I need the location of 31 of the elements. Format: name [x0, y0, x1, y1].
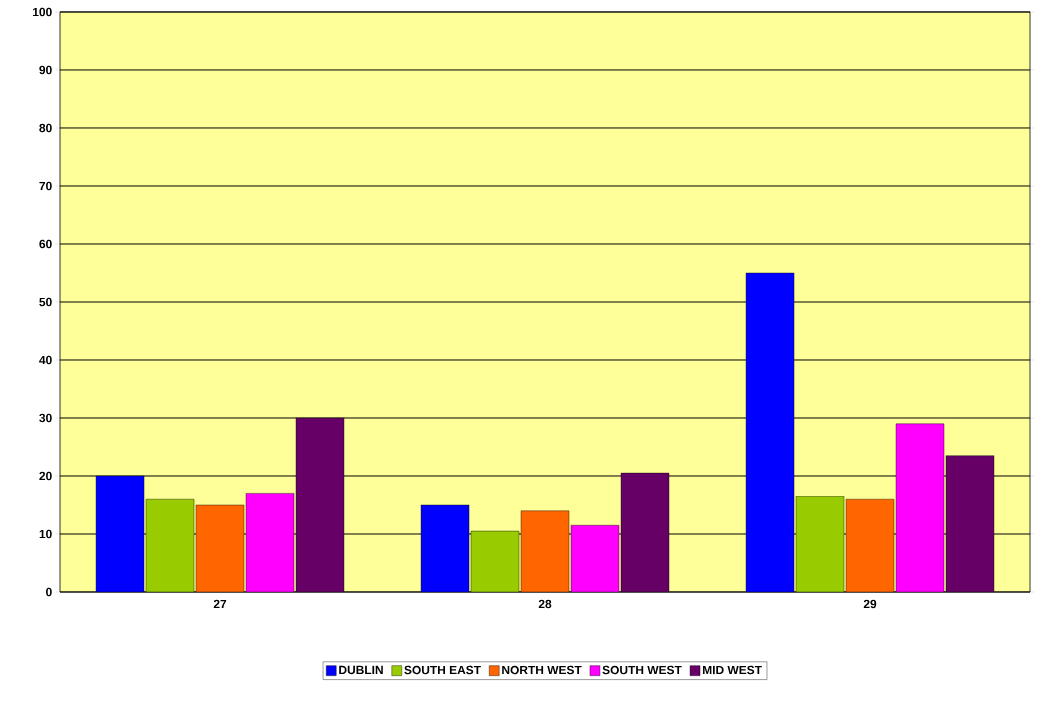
bar [245, 493, 295, 592]
y-tick-label: 50 [39, 297, 52, 307]
bar [95, 475, 145, 592]
y-tick-label: 20 [39, 471, 52, 481]
legend-label: DUBLIN [339, 665, 383, 675]
x-tick-label: 27 [213, 599, 227, 609]
y-tick-label: 80 [39, 123, 52, 133]
bar [195, 504, 245, 592]
bar [745, 272, 795, 592]
bar [420, 504, 470, 592]
bar [570, 525, 620, 592]
y-tick-label: 90 [39, 65, 52, 75]
legend-label: SOUTH WEST [602, 665, 682, 675]
y-tick-label: 0 [46, 587, 52, 597]
y-tick-label: 30 [39, 413, 52, 423]
x-tick-label: 29 [863, 599, 877, 609]
bar [895, 423, 945, 592]
bar [470, 530, 520, 592]
x-tick-label: 28 [538, 599, 552, 609]
bar [845, 498, 895, 592]
legend-label: MID WEST [703, 665, 762, 675]
bar [520, 510, 570, 592]
legend-label: NORTH WEST [502, 665, 582, 675]
legend-label: SOUTH EAST [404, 665, 481, 675]
y-tick-label: 40 [39, 355, 52, 365]
y-tick-label: 60 [39, 239, 52, 249]
bar [145, 498, 195, 592]
y-tick-label: 10 [39, 529, 52, 539]
bar [795, 496, 845, 592]
y-tick-label: 100 [33, 7, 52, 17]
y-tick-label: 70 [39, 181, 52, 191]
